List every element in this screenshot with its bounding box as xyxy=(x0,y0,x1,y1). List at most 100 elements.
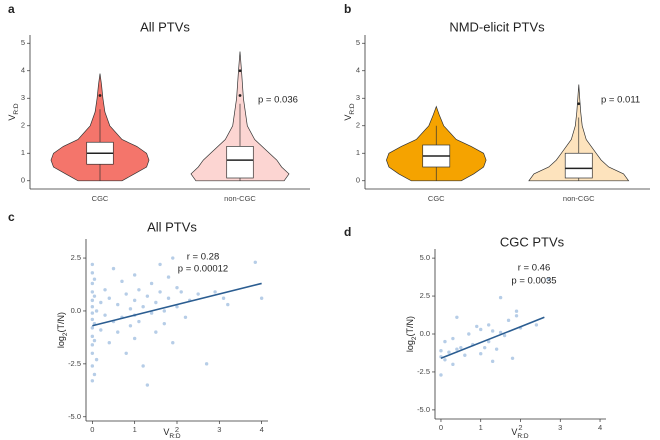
y-tick-label: 1 xyxy=(356,148,360,157)
point xyxy=(226,302,230,307)
y-tick-label: 2.5 xyxy=(71,253,81,262)
point xyxy=(455,347,459,351)
axis-label-main: log xyxy=(56,336,66,348)
x-tick-label: CGC xyxy=(92,194,109,203)
point xyxy=(99,300,103,305)
point xyxy=(483,345,487,350)
point xyxy=(90,351,95,355)
axis-label-rest: (T/N) xyxy=(405,316,415,337)
panel-letter: a xyxy=(8,2,15,16)
point xyxy=(204,362,209,366)
point xyxy=(213,290,217,294)
point xyxy=(90,311,95,315)
y-tick-label: 1 xyxy=(21,148,25,157)
axis-label-main: V xyxy=(163,427,169,437)
y-tick-label: 2 xyxy=(356,121,360,130)
point xyxy=(486,323,491,327)
point xyxy=(467,332,471,336)
y-tick-label: -2.5 xyxy=(417,367,430,376)
point xyxy=(171,256,175,260)
point xyxy=(128,324,133,328)
point xyxy=(107,340,111,345)
y-tick-label: 0 xyxy=(356,176,360,185)
point xyxy=(145,383,150,387)
box xyxy=(226,146,254,179)
point xyxy=(141,364,145,368)
axis-label: VR:D xyxy=(7,103,19,121)
point xyxy=(90,262,95,267)
axis-label: log2(T/N) xyxy=(405,316,417,352)
point xyxy=(90,326,95,330)
x-tick-label: 4 xyxy=(598,423,602,432)
point xyxy=(546,277,551,282)
point xyxy=(259,296,264,300)
point xyxy=(90,364,95,368)
point xyxy=(490,359,495,364)
axis-label: log2(T/N) xyxy=(56,312,68,348)
y-tick-label: -2.5 xyxy=(68,359,81,368)
point xyxy=(162,321,167,326)
point xyxy=(463,353,467,357)
point xyxy=(179,290,183,294)
x-tick-label: 1 xyxy=(479,423,483,432)
point xyxy=(253,260,258,264)
point xyxy=(132,336,137,341)
point xyxy=(158,262,162,267)
x-tick-label: 2 xyxy=(175,425,179,434)
point xyxy=(90,343,95,347)
point xyxy=(141,305,145,309)
panel-letter: d xyxy=(344,225,351,239)
fit-line xyxy=(92,282,262,327)
point xyxy=(116,330,120,334)
x-tick-label: 4 xyxy=(260,425,264,434)
y-tick-label: 3 xyxy=(21,93,25,102)
axis-label-sub: R:D xyxy=(349,103,356,115)
point xyxy=(447,350,451,354)
point xyxy=(455,315,459,320)
annotation: p = 0.036 xyxy=(258,95,298,106)
x-tick-label: non-CGC xyxy=(563,194,595,203)
point xyxy=(162,309,167,313)
point xyxy=(90,334,95,339)
point xyxy=(498,295,503,300)
annotation: r = 0.28 xyxy=(187,252,219,263)
y-tick-label: 4 xyxy=(21,66,25,75)
annotation: r = 0.46 xyxy=(518,263,550,274)
annotation: p = 0.00012 xyxy=(178,264,228,275)
y-tick-label: 5 xyxy=(21,38,25,47)
point xyxy=(479,327,483,332)
point xyxy=(183,315,188,320)
point xyxy=(498,330,503,335)
y-tick-label: 0 xyxy=(21,176,25,185)
x-tick-label: 2 xyxy=(518,423,522,432)
point xyxy=(90,379,95,383)
point xyxy=(149,281,154,286)
point xyxy=(137,319,141,324)
point xyxy=(443,339,447,344)
point xyxy=(145,294,150,298)
axis-label-main: V xyxy=(511,427,517,437)
axis-label-sub: R:D xyxy=(13,103,20,115)
point xyxy=(475,324,479,329)
y-tick-label: -5.0 xyxy=(68,412,81,421)
point xyxy=(90,305,95,309)
axis-label-rest: (T/N) xyxy=(56,312,66,333)
outlier xyxy=(98,94,102,97)
point xyxy=(103,288,107,292)
point xyxy=(92,372,97,377)
y-tick-label: 2.5 xyxy=(420,291,430,300)
point xyxy=(514,314,519,318)
point xyxy=(99,328,103,332)
x-tick-label: 0 xyxy=(90,425,94,434)
point xyxy=(116,302,120,307)
point xyxy=(154,300,158,305)
point xyxy=(486,339,491,344)
x-tick-label: 3 xyxy=(217,425,221,434)
y-tick-label: 2 xyxy=(21,121,25,130)
annotation: p = 0.0035 xyxy=(511,276,556,287)
point xyxy=(149,311,154,315)
point xyxy=(103,313,107,317)
point xyxy=(92,338,97,343)
point xyxy=(90,281,95,286)
